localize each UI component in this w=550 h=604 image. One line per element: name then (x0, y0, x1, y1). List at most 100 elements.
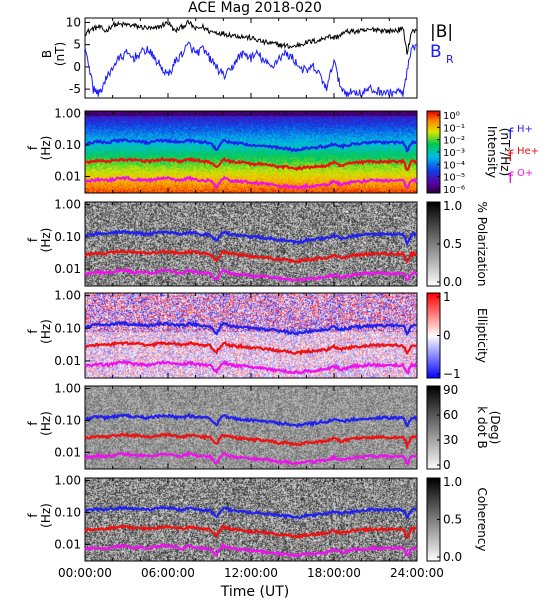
colorbar-label: Intensity (485, 126, 499, 178)
f-o-plus-line (84, 175, 418, 191)
colorbar-tick-label: 90 (443, 383, 458, 397)
x-tick-label: 00:00:00 (58, 566, 112, 580)
f-o-plus-line (84, 359, 418, 375)
y-tick-label: 1.00 (54, 382, 81, 396)
legend-b-radial-subscript: R (446, 53, 454, 66)
colorbar-tick-label: 10⁻¹ (443, 123, 465, 134)
y-tick-label: 1.00 (54, 289, 81, 303)
y-tick-label: 0.10 (54, 321, 81, 335)
f-o-plus-line (84, 542, 418, 558)
panel-k-dot-b: 1.00 0.10 0.01 f (Hz) 90 60 30 0 k dot B (Deg) (26, 382, 502, 472)
colorbar-tick-label: 1.0 (443, 199, 462, 213)
y-tick-label: -5 (69, 82, 81, 96)
colorbar-tick-label: 0 (443, 458, 451, 472)
legend-subscript: O+ (517, 168, 533, 179)
f-he-plus-line (84, 340, 418, 357)
panel-intensity: 1.000.100.01f (Hz)10⁰10⁻¹10⁻²10⁻³10⁻⁴10⁻⁵… (26, 106, 539, 196)
legend-subscript: H+ (517, 124, 533, 135)
colorbar-tick-label: 0.0 (443, 275, 462, 289)
f-h-plus-line (84, 320, 418, 336)
colorbar-tick-label: 60 (443, 408, 458, 422)
legend-b-magnitude: |B| (430, 22, 453, 42)
colorbar-frame (426, 385, 441, 470)
y-tick-label: 0.01 (54, 354, 81, 368)
y-tick-label: 1.00 (54, 106, 81, 120)
y-tick-label: 0.01 (54, 170, 81, 184)
colorbar-tick-label: 1 (443, 290, 451, 304)
y-axis-unit: (Hz) (39, 411, 53, 436)
x-tick-label: 06:00:00 (141, 566, 195, 580)
y-axis-label: f (26, 513, 40, 518)
y-axis-label: f (26, 145, 40, 150)
f-he-plus-line (84, 248, 418, 264)
y-tick-label: 0 (73, 60, 81, 74)
colorbar-tick-label: 10⁻² (443, 136, 465, 147)
x-tick-label: 12:00:00 (224, 566, 278, 580)
y-axis-label: f (26, 421, 40, 426)
colorbar-unit: (nT²/Hz) (498, 128, 512, 176)
f-he-plus-line (84, 523, 418, 540)
colorbar-label: Ellipticity (475, 308, 489, 363)
colorbar-tick-label: 10⁻⁶ (443, 185, 465, 196)
panel-coherency: 1.00 0.10 0.01 f (Hz) 1.0 0.5 0.0 Coherency 00:00… (26, 474, 489, 580)
colorbar-unit: (Deg) (488, 411, 502, 445)
y-axis-unit: (Hz) (39, 503, 53, 528)
colorbar (427, 202, 440, 286)
x-tick-label: 24:00:00 (390, 566, 444, 580)
f-h-plus-line (84, 412, 418, 429)
f-o-plus-line (84, 267, 418, 282)
y-tick-label: 1.00 (54, 474, 81, 488)
y-tick-label: 0.10 (54, 413, 81, 427)
y-tick-label: 0.10 (54, 505, 81, 519)
colorbar-label: k dot B (475, 406, 489, 448)
series-line-b-magnitude (84, 19, 418, 55)
legend-b-radial: B (430, 42, 442, 62)
colorbar-tick-label: 10⁻³ (443, 148, 465, 159)
colorbar-label: % Polarization (475, 202, 489, 287)
x-tick-label: 18:00:00 (307, 566, 361, 580)
y-axis-label: f (26, 237, 40, 242)
y-axis-label: f (26, 329, 40, 334)
figure-title: ACE Mag 2018-020 (188, 0, 322, 16)
legend-subscript: He+ (517, 146, 539, 157)
f-h-plus-line (84, 504, 418, 521)
f-o-plus-line (84, 450, 418, 466)
y-axis-label: B (40, 50, 54, 58)
y-tick-label: 10 (66, 15, 81, 29)
colorbar-tick-label: 10⁻⁵ (443, 173, 465, 184)
colorbar (427, 111, 440, 193)
y-axis-unit: (nT) (53, 42, 67, 66)
y-tick-label: 0.01 (54, 262, 81, 276)
colorbar-tick-label: 0 (443, 329, 451, 343)
y-tick-label: 0.10 (54, 230, 81, 244)
f-he-plus-line (84, 431, 418, 451)
colorbar-tick-label: 10⁰ (443, 111, 460, 122)
panel-ellipticity: 1.00 0.10 0.01 f (Hz) 1 0 −1 Ellipticity (26, 289, 489, 381)
y-axis-unit: (Hz) (39, 228, 53, 253)
colorbar-label: Coherency (475, 487, 489, 551)
legend-o-plus: f (508, 169, 514, 187)
y-tick-label: 5 (73, 38, 81, 52)
colorbar-tick-label: 0.5 (443, 513, 462, 527)
colorbar-tick-label: 0.0 (443, 550, 462, 564)
y-tick-label: 0.01 (54, 445, 81, 459)
y-tick-label: 0.01 (54, 537, 81, 551)
colorbar (427, 293, 440, 378)
colorbar (427, 386, 440, 469)
colorbar-tick-label: 0.5 (443, 237, 462, 251)
y-axis-unit: (Hz) (39, 136, 53, 161)
legend-he-plus: f (508, 147, 514, 165)
legend-h-plus: f (508, 125, 514, 143)
y-tick-label: 0.10 (54, 138, 81, 152)
y-axis-unit: (Hz) (39, 319, 53, 344)
colorbar-tick-label: 30 (443, 433, 458, 447)
f-he-plus-line (84, 156, 418, 172)
colorbar-tick-label: −1 (443, 367, 461, 381)
panel-polarization: 1.00 0.10 0.01 f (Hz) 1.0 0.5 0.0 % Polarization (26, 198, 489, 289)
y-tick-label: 1.00 (54, 198, 81, 212)
f-h-plus-line (84, 229, 418, 247)
